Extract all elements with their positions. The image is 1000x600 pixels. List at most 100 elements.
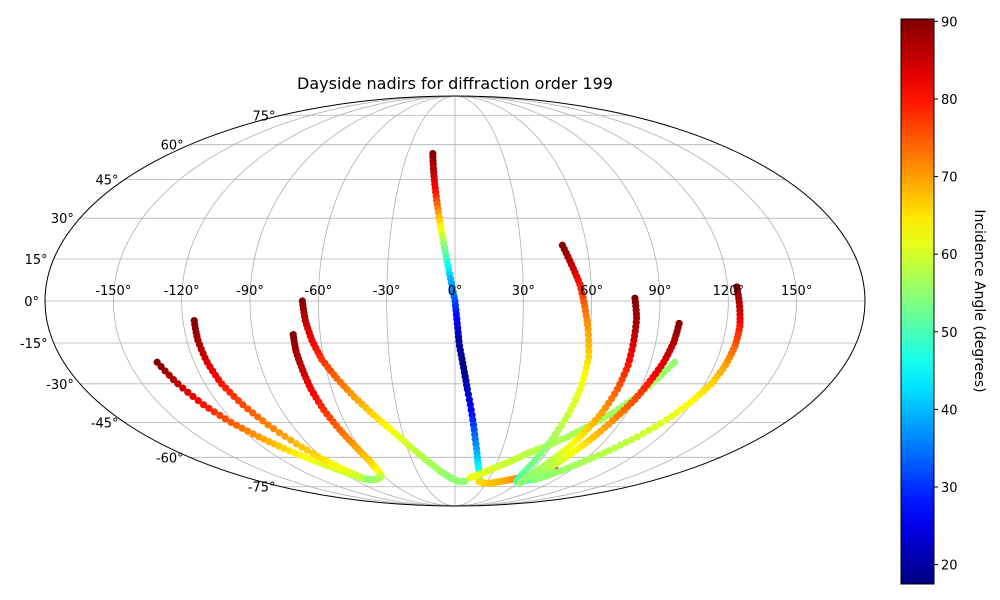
latitude-tick-label: -45° [91,416,119,431]
meridian-line [454,96,729,506]
data-point [179,384,187,392]
latitude-tick-label: 15° [25,253,48,268]
data-point [270,425,278,433]
data-point [194,397,202,405]
globe-outline [44,95,866,507]
colorbar-tick-label: 80 [941,93,958,108]
data-point [210,408,218,416]
data-point [239,401,247,409]
latitude-tick-label: 30° [51,212,74,227]
data-point [651,423,659,431]
colorbar-tick-label: 50 [941,326,958,341]
data-point [628,436,636,444]
meridian-line [454,96,593,506]
data-point [216,411,224,419]
colorbar-gradient [900,18,935,585]
data-point [616,441,625,449]
data-point [184,388,192,396]
data-point [238,424,246,432]
longitude-tick-label: 30° [512,284,535,299]
data-point [287,436,295,444]
colorbar-ticks: 20 30 40 50 60 70 80 90 [934,15,958,574]
colorbar-tick-label: 40 [941,403,958,418]
longitude-tick-label: -120° [164,284,200,299]
data-point [585,336,593,344]
data-points [153,149,744,487]
latitude-tick-label: -15° [20,337,48,352]
data-point [275,428,283,437]
longitude-tick-label: 120° [713,284,744,299]
data-point [199,401,208,409]
colorbar-tick-label: 70 [941,171,958,186]
data-point [611,444,619,452]
data-point [309,449,317,457]
colorbar-tick-label: 20 [941,559,958,574]
longitude-tick-label: 0° [448,284,463,299]
data-point [530,475,539,484]
colorbar-label: Incidence Angle (degrees) [971,209,987,392]
longitude-tick-label: -90° [236,284,264,299]
longitude-tick-label: 90° [648,284,671,299]
data-point [174,380,182,388]
data-point [314,452,322,461]
longitude-tick-label: -150° [95,284,131,299]
data-point [461,477,469,486]
latitude-tick-label: 75° [252,109,275,124]
data-point [585,353,593,361]
data-point [303,446,311,454]
colorbar-tick-label: 60 [941,248,958,263]
meridian-line [454,96,798,506]
data-point [670,358,679,366]
latitude-tick-label: 0° [24,295,39,310]
data-point [249,409,257,417]
data-point [584,325,592,333]
meridian-line [454,96,524,506]
chart-title: Dayside nadirs for diffraction order 199 [297,74,613,93]
meridian-line [181,96,456,506]
longitude-tick-label: -30° [373,284,401,299]
data-point [645,426,653,434]
data-point [244,427,252,435]
data-point [584,331,593,339]
latitude-tick-labels: 75° 60° 45° 30° 15° 0° -15° -30° -45° -60° -75° [20,109,276,495]
data-point [662,416,671,424]
data-point [657,419,665,427]
data-point [584,358,592,366]
meridian-line [386,96,456,506]
data-point [227,418,235,426]
colorbar: 20 30 40 50 60 70 80 90 Incidence Angle (degree… [900,15,987,585]
data-point [292,440,301,448]
latitude-tick-label: 60° [161,139,184,154]
latitude-tick-label: -60° [156,451,184,466]
data-point [259,417,267,425]
data-point [264,421,272,429]
data-point [585,347,593,355]
colorbar-tick-label: 30 [941,481,958,496]
longitude-tick-label: 60° [580,284,603,299]
data-point [582,364,590,372]
data-point [622,438,630,447]
latitude-tick-label: -75° [248,481,276,496]
longitude-tick-labels: -150° -120° -90° -60° -30° 0° 30° 60° 90° 120° 150… [95,284,812,299]
data-point [189,392,197,401]
meridian-line [112,96,456,506]
data-point [281,432,289,440]
data-point [244,405,252,413]
longitude-tick-label: 150° [781,284,812,299]
colorbar-tick-label: 90 [941,15,958,30]
data-point [254,413,262,421]
data-point [363,475,371,484]
data-point [639,429,647,438]
data-point [298,443,306,451]
latitude-tick-label: -30° [46,378,74,393]
data-point [585,342,593,350]
longitude-tick-label: -60° [304,284,332,299]
data-point [516,479,524,487]
data-point [249,430,257,438]
data-point [221,415,230,423]
latitude-tick-label: 45° [96,174,119,189]
data-point [633,433,642,441]
data-point [232,421,241,429]
data-point [205,404,213,412]
